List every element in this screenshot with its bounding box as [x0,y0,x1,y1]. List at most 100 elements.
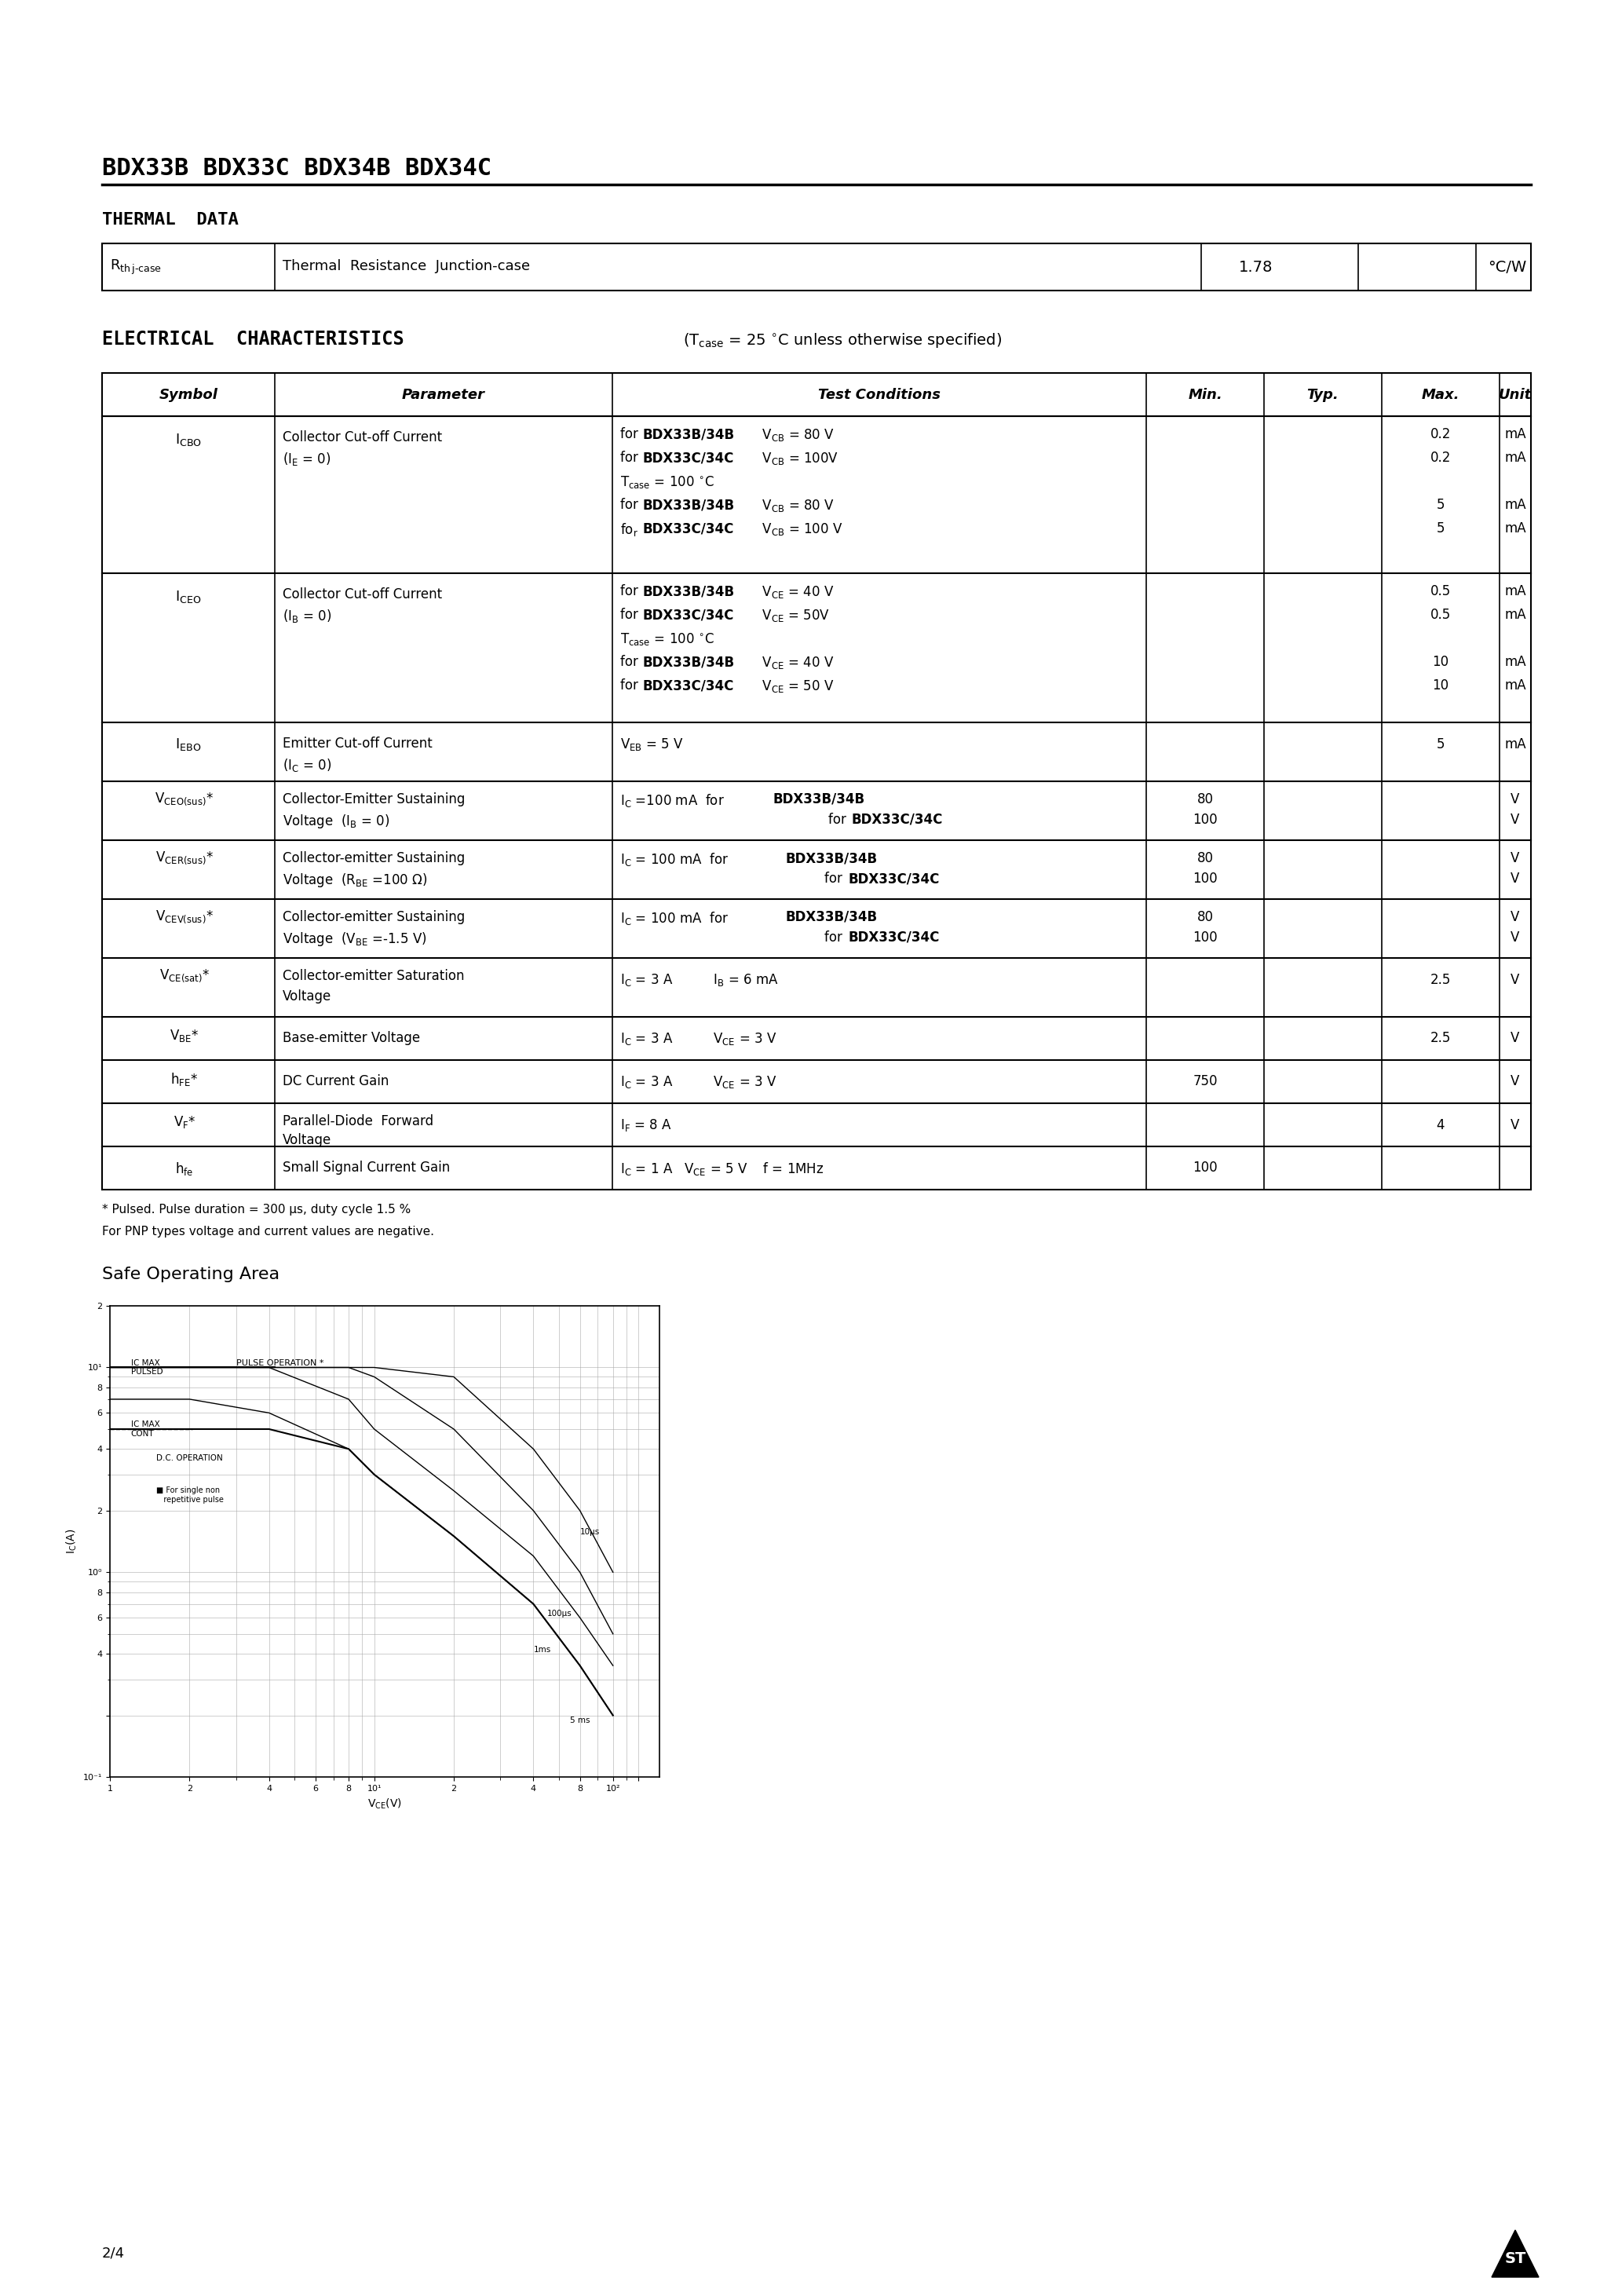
Text: Test Conditions: Test Conditions [817,388,941,402]
Text: V: V [1510,872,1520,886]
Text: V: V [1510,1118,1520,1132]
Text: BDX33C/34C: BDX33C/34C [642,521,733,535]
D.C. OPERATION [101,1414,120,1442]
Text: 2.5: 2.5 [1431,974,1452,987]
Text: mA: mA [1504,521,1526,535]
Text: V: V [1510,1075,1520,1088]
Text: BDX33B/34B: BDX33B/34B [642,427,735,441]
Text: for: for [620,427,642,441]
Text: BDX33B/34B
BDX33C/34C: BDX33B/34B BDX33C/34C [133,1667,196,1690]
D.C. OPERATION [603,1701,623,1729]
Text: Collector Cut-off Current: Collector Cut-off Current [282,588,443,602]
D.C. OPERATION [571,1651,590,1678]
Text: for: for [620,654,642,668]
Text: mA: mA [1504,427,1526,441]
Text: V: V [1510,852,1520,866]
Text: 10: 10 [1432,654,1448,668]
Text: V$_{\mathregular{EB}}$ = 5 V: V$_{\mathregular{EB}}$ = 5 V [620,737,684,753]
Text: 80: 80 [1197,852,1213,866]
Text: 0.2: 0.2 [1431,450,1452,464]
Text: 0.5: 0.5 [1431,583,1452,599]
Text: BDX33B/34B: BDX33B/34B [642,654,735,668]
Text: V$_{\mathregular{F}}$*: V$_{\mathregular{F}}$* [174,1114,196,1130]
Text: 80: 80 [1197,909,1213,925]
Text: Thermal  Resistance  Junction-case: Thermal Resistance Junction-case [282,259,530,273]
Text: 1.78: 1.78 [1239,259,1273,276]
Text: ST: ST [1505,2250,1526,2266]
Text: V$_{\mathregular{BE}}$*: V$_{\mathregular{BE}}$* [170,1029,200,1045]
Text: (T$_{\mathregular{case}}$ = 25 $^{\circ}$C unless otherwise specified): (T$_{\mathregular{case}}$ = 25 $^{\circ}… [683,331,1002,349]
Text: I$_{\mathregular{C}}$ = 3 A          V$_{\mathregular{CE}}$ = 3 V: I$_{\mathregular{C}}$ = 3 A V$_{\mathreg… [620,1075,777,1091]
Text: V$_{\mathregular{CE(sat)}}$*: V$_{\mathregular{CE(sat)}}$* [159,967,209,983]
Text: mA: mA [1504,737,1526,751]
Text: Emitter Cut-off Current: Emitter Cut-off Current [282,737,433,751]
Text: for: for [620,450,642,464]
Text: D.C. OPERATION: D.C. OPERATION [156,1456,222,1463]
D.C. OPERATION [180,1414,200,1442]
Text: mA: mA [1504,450,1526,464]
Text: V: V [1510,1031,1520,1045]
Text: for: for [829,813,850,827]
Text: V$_{\mathregular{CE}}$ = 40 V: V$_{\mathregular{CE}}$ = 40 V [754,654,834,670]
Text: (I$_{\mathregular{B}}$ = 0): (I$_{\mathregular{B}}$ = 0) [282,608,331,625]
Text: mA: mA [1504,608,1526,622]
Text: V$_{\mathregular{CE}}$ = 50 V: V$_{\mathregular{CE}}$ = 50 V [754,677,834,693]
Text: Max.: Max. [1421,388,1460,402]
Text: IC MAX
CONT: IC MAX CONT [131,1421,159,1437]
Text: V$_{\mathregular{CB}}$ = 100V: V$_{\mathregular{CB}}$ = 100V [754,450,839,466]
D.C. OPERATION [524,1591,543,1619]
Text: V$_{\mathregular{CB}}$ = 80 V: V$_{\mathregular{CB}}$ = 80 V [754,427,834,443]
Text: V$_{\mathregular{CB}}$ = 80 V: V$_{\mathregular{CB}}$ = 80 V [754,498,834,514]
Text: GC8047C: GC8047C [576,1309,613,1318]
Text: For PNP types voltage and current values are negative.: For PNP types voltage and current values… [102,1226,435,1238]
Text: I$_{\mathregular{C}}$ = 100 mA  for: I$_{\mathregular{C}}$ = 100 mA for [620,909,728,928]
Text: Small Signal Current Gain: Small Signal Current Gain [282,1159,449,1176]
Text: I$_{\mathregular{C}}$ =100 mA  for: I$_{\mathregular{C}}$ =100 mA for [620,792,725,808]
Text: V$_{\mathregular{CB}}$ = 100 V: V$_{\mathregular{CB}}$ = 100 V [754,521,843,537]
Text: V$_{\mathregular{CER(sus)}}$*: V$_{\mathregular{CER(sus)}}$* [156,850,214,866]
Text: 100µs: 100µs [547,1609,573,1619]
Text: °C/W: °C/W [1487,259,1526,276]
Text: 100: 100 [1192,930,1218,944]
Text: mA: mA [1504,654,1526,668]
Text: Collector-emitter Sustaining: Collector-emitter Sustaining [282,909,466,925]
Text: 1ms: 1ms [534,1646,551,1653]
Text: V$_{\mathregular{CEV(sus)}}$*: V$_{\mathregular{CEV(sus)}}$* [156,909,214,925]
Text: Collector Cut-off Current: Collector Cut-off Current [282,429,443,445]
Text: DC Current Gain: DC Current Gain [282,1075,389,1088]
Text: Min.: Min. [1187,388,1223,402]
Text: Unit: Unit [1499,388,1531,402]
Text: 5: 5 [1437,521,1445,535]
Text: I$_{\mathregular{C}}$ = 3 A          V$_{\mathregular{CE}}$ = 3 V: I$_{\mathregular{C}}$ = 3 A V$_{\mathreg… [620,1031,777,1047]
Text: BDX33C/34C: BDX33C/34C [848,872,939,886]
Text: h$_{\mathregular{fe}}$: h$_{\mathregular{fe}}$ [175,1159,193,1178]
Text: Collector-Emitter Sustaining: Collector-Emitter Sustaining [282,792,466,806]
Text: for: for [824,930,847,944]
Text: I$_{\mathregular{F}}$ = 8 A: I$_{\mathregular{F}}$ = 8 A [620,1118,672,1134]
Text: Voltage  (V$_{\mathregular{BE}}$ =-1.5 V): Voltage (V$_{\mathregular{BE}}$ =-1.5 V) [282,930,427,948]
Text: Voltage  (R$_{\mathregular{BE}}$ =100 Ω): Voltage (R$_{\mathregular{BE}}$ =100 Ω) [282,872,427,889]
Text: V: V [1510,813,1520,827]
Text: BDX33B/34B: BDX33B/34B [785,909,878,925]
Text: I$_{\mathregular{CEO}}$: I$_{\mathregular{CEO}}$ [175,588,201,604]
Text: 100: 100 [1192,813,1218,827]
Line: D.C. OPERATION: D.C. OPERATION [110,1428,613,1715]
Text: 100: 100 [1192,1159,1218,1176]
Text: BDX33B/34B: BDX33B/34B [642,498,735,512]
Text: 100: 100 [1192,872,1218,886]
Text: V$_{\mathregular{CE}}$ = 40 V: V$_{\mathregular{CE}}$ = 40 V [754,583,834,599]
Text: Parameter: Parameter [402,388,485,402]
Text: for: for [620,608,642,622]
Text: for: for [620,498,642,512]
Text: fo$_{\mathregular{r}}$: fo$_{\mathregular{r}}$ [620,521,639,537]
Text: mA: mA [1504,498,1526,512]
Text: (I$_{\mathregular{C}}$ = 0): (I$_{\mathregular{C}}$ = 0) [282,758,331,774]
Text: BDX33C/34C: BDX33C/34C [642,608,733,622]
Text: 5 ms: 5 ms [569,1717,590,1724]
Text: Collector-emitter Sustaining: Collector-emitter Sustaining [282,852,466,866]
Text: 4: 4 [1437,1118,1445,1132]
Text: BDX33C/34C: BDX33C/34C [642,677,733,693]
Text: V: V [1510,792,1520,806]
Text: BDX33B/34B: BDX33B/34B [785,852,878,866]
Bar [102,243,1531,292]
